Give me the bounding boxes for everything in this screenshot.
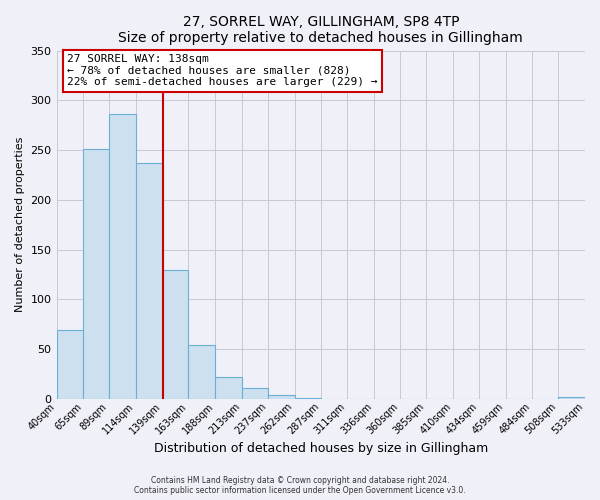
X-axis label: Distribution of detached houses by size in Gillingham: Distribution of detached houses by size … bbox=[154, 442, 488, 455]
Text: Contains HM Land Registry data © Crown copyright and database right 2024.
Contai: Contains HM Land Registry data © Crown c… bbox=[134, 476, 466, 495]
Text: 27 SORREL WAY: 138sqm
← 78% of detached houses are smaller (828)
22% of semi-det: 27 SORREL WAY: 138sqm ← 78% of detached … bbox=[67, 54, 377, 87]
Bar bbox=[83, 149, 109, 399]
Bar bbox=[56, 330, 83, 399]
Y-axis label: Number of detached properties: Number of detached properties bbox=[15, 137, 25, 312]
Bar bbox=[136, 163, 163, 399]
Bar bbox=[188, 345, 215, 399]
Bar bbox=[268, 395, 295, 399]
Title: 27, SORREL WAY, GILLINGHAM, SP8 4TP
Size of property relative to detached houses: 27, SORREL WAY, GILLINGHAM, SP8 4TP Size… bbox=[118, 15, 523, 45]
Bar bbox=[295, 398, 322, 399]
Bar bbox=[109, 114, 136, 399]
Bar bbox=[163, 270, 188, 399]
Bar bbox=[558, 397, 585, 399]
Bar bbox=[242, 388, 268, 399]
Bar bbox=[215, 377, 242, 399]
